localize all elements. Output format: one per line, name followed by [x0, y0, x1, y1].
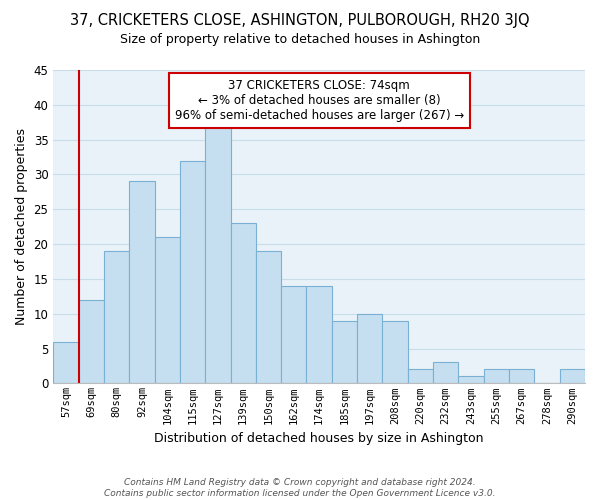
Bar [332, 320, 357, 384]
Bar [155, 237, 180, 384]
X-axis label: Distribution of detached houses by size in Ashington: Distribution of detached houses by size … [154, 432, 484, 445]
Bar [256, 251, 281, 384]
Bar [129, 182, 155, 384]
Bar [382, 320, 408, 384]
Text: Size of property relative to detached houses in Ashington: Size of property relative to detached ho… [120, 32, 480, 46]
Text: 37 CRICKETERS CLOSE: 74sqm
← 3% of detached houses are smaller (8)
96% of semi-d: 37 CRICKETERS CLOSE: 74sqm ← 3% of detac… [175, 80, 464, 122]
Bar [180, 160, 205, 384]
Bar [560, 370, 585, 384]
Bar [307, 286, 332, 384]
Bar [79, 300, 104, 384]
Bar [484, 370, 509, 384]
Bar [281, 286, 307, 384]
Text: 37, CRICKETERS CLOSE, ASHINGTON, PULBOROUGH, RH20 3JQ: 37, CRICKETERS CLOSE, ASHINGTON, PULBORO… [70, 12, 530, 28]
Bar [357, 314, 382, 384]
Bar [104, 251, 129, 384]
Bar [433, 362, 458, 384]
Y-axis label: Number of detached properties: Number of detached properties [15, 128, 28, 325]
Bar [509, 370, 535, 384]
Text: Contains HM Land Registry data © Crown copyright and database right 2024.
Contai: Contains HM Land Registry data © Crown c… [104, 478, 496, 498]
Bar [458, 376, 484, 384]
Bar [53, 342, 79, 384]
Bar [205, 126, 230, 384]
Bar [408, 370, 433, 384]
Bar [230, 223, 256, 384]
